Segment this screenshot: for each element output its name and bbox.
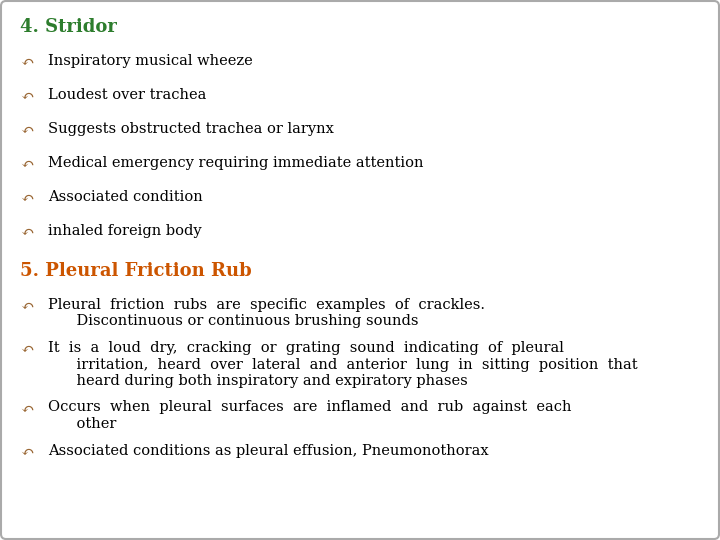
Text: heard during both inspiratory and expiratory phases: heard during both inspiratory and expira… — [58, 374, 468, 388]
Text: 4. Stridor: 4. Stridor — [20, 18, 117, 36]
Text: It  is  a  loud  dry,  cracking  or  grating  sound  indicating  of  pleural: It is a loud dry, cracking or grating so… — [48, 341, 564, 355]
Text: Discontinuous or continuous brushing sounds: Discontinuous or continuous brushing sou… — [58, 314, 418, 328]
Text: Inspiratory musical wheeze: Inspiratory musical wheeze — [48, 54, 253, 68]
Text: Occurs  when  pleural  surfaces  are  inflamed  and  rub  against  each: Occurs when pleural surfaces are inflame… — [48, 401, 572, 415]
Text: ↶: ↶ — [20, 54, 33, 71]
Text: Associated conditions as pleural effusion, Pneumonothorax: Associated conditions as pleural effusio… — [48, 443, 489, 457]
Text: Medical emergency requiring immediate attention: Medical emergency requiring immediate at… — [48, 156, 423, 170]
Text: ↶: ↶ — [20, 341, 33, 358]
Text: ↶: ↶ — [20, 122, 33, 139]
Text: ↶: ↶ — [20, 88, 33, 105]
Text: Suggests obstructed trachea or larynx: Suggests obstructed trachea or larynx — [48, 122, 334, 136]
Text: ↶: ↶ — [20, 298, 33, 315]
Text: irritation,  heard  over  lateral  and  anterior  lung  in  sitting  position  t: irritation, heard over lateral and anter… — [58, 357, 638, 372]
Text: ↶: ↶ — [20, 401, 33, 417]
Text: Pleural  friction  rubs  are  specific  examples  of  crackles.: Pleural friction rubs are specific examp… — [48, 298, 485, 312]
Text: ↶: ↶ — [20, 443, 33, 461]
Text: Associated condition: Associated condition — [48, 190, 203, 204]
Text: other: other — [58, 417, 117, 431]
Text: inhaled foreign body: inhaled foreign body — [48, 224, 202, 238]
Text: 5. Pleural Friction Rub: 5. Pleural Friction Rub — [20, 262, 252, 280]
Text: ↶: ↶ — [20, 224, 33, 241]
Text: ↶: ↶ — [20, 190, 33, 207]
Text: Loudest over trachea: Loudest over trachea — [48, 88, 207, 102]
Text: ↶: ↶ — [20, 156, 33, 173]
